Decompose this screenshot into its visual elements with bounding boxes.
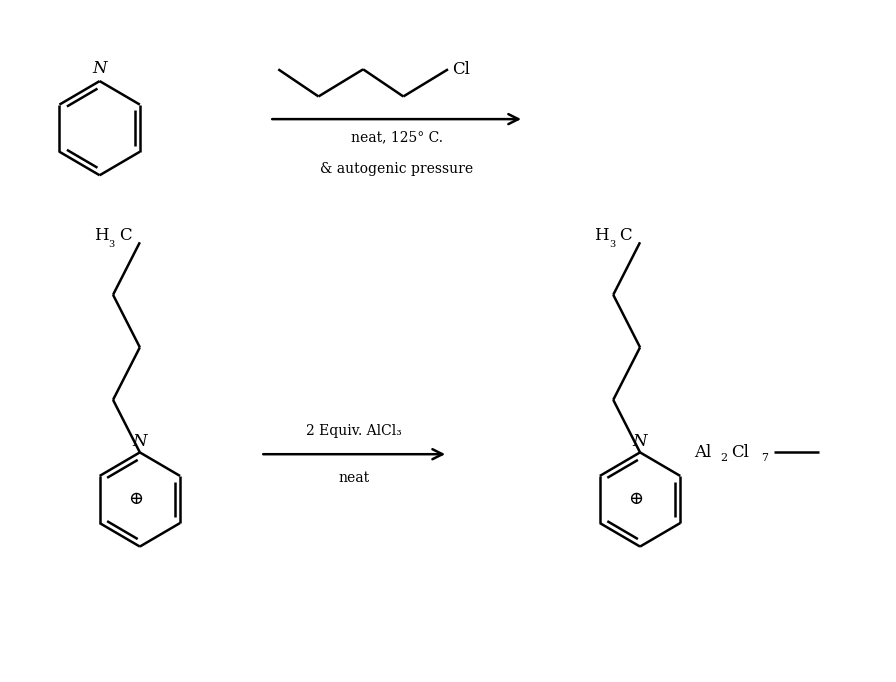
Text: neat, 125° C.: neat, 125° C.: [350, 130, 443, 144]
Text: 7: 7: [761, 453, 768, 463]
Text: N: N: [92, 59, 107, 76]
Text: H: H: [594, 226, 608, 243]
Text: 2: 2: [720, 453, 728, 463]
Text: 2 Equiv. AlCl₃: 2 Equiv. AlCl₃: [306, 424, 402, 438]
Text: N: N: [133, 432, 147, 449]
Text: 3: 3: [108, 241, 115, 250]
Text: ⊕: ⊕: [128, 490, 143, 509]
Text: neat: neat: [339, 471, 370, 484]
Text: C: C: [619, 226, 632, 243]
Text: H: H: [94, 226, 108, 243]
Text: N: N: [633, 432, 647, 449]
Text: Cl: Cl: [452, 61, 470, 78]
Text: Al: Al: [694, 444, 711, 461]
Text: 3: 3: [608, 241, 615, 250]
Text: C: C: [119, 226, 132, 243]
Text: & autogenic pressure: & autogenic pressure: [320, 162, 473, 176]
Text: Cl: Cl: [731, 444, 749, 461]
Text: ⊕: ⊕: [628, 490, 643, 509]
